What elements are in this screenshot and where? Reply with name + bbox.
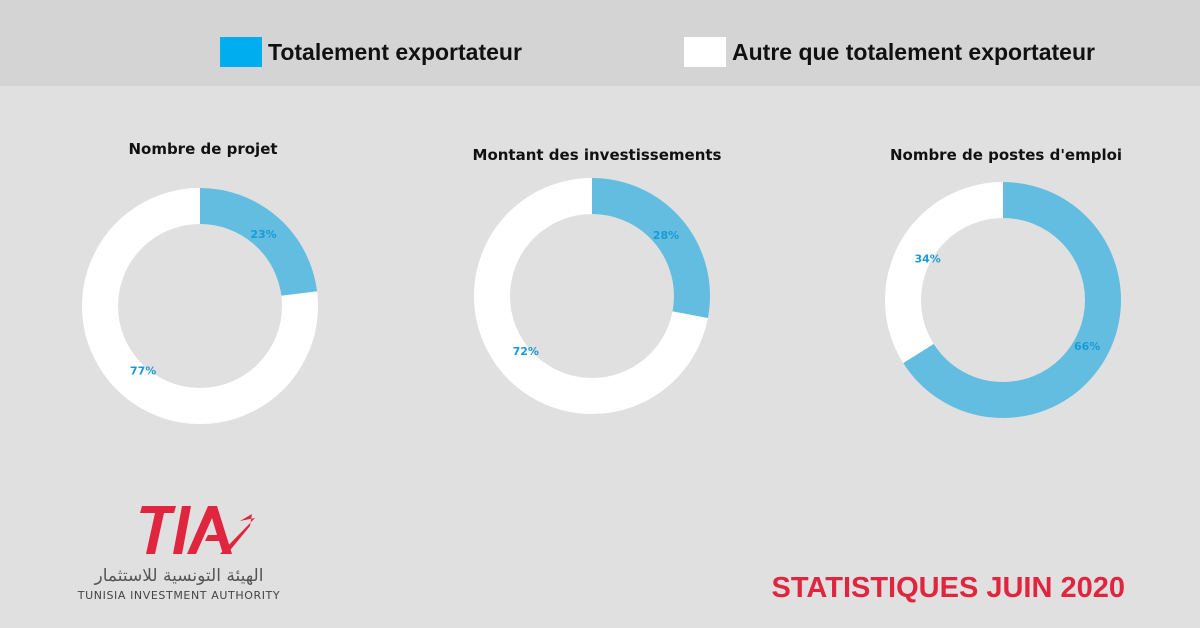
donut-segment-other xyxy=(82,188,318,424)
legend-item-export: Totalement exportateur xyxy=(220,37,522,67)
data-label-other: 72% xyxy=(513,345,539,358)
tia-logo-icon xyxy=(140,506,255,554)
chart-title-emploi: Nombre de postes d'emploi xyxy=(889,146,1123,164)
legend-label-export: Totalement exportateur xyxy=(268,38,522,65)
donut-chart-investissements: 28% 72% xyxy=(474,178,710,414)
data-label-export: 23% xyxy=(250,228,276,241)
legend-swatch-other xyxy=(684,37,726,67)
donut-chart-projets: 23% 77% xyxy=(82,188,318,424)
donut-chart-emploi: 66% 34% xyxy=(885,182,1121,418)
logo-english-text: TUNISIA INVESTMENT AUTHORITY xyxy=(77,589,281,602)
data-label-export: 28% xyxy=(653,229,679,242)
logo-arabic-text: الهيئة التونسية للاستثمار xyxy=(94,566,264,586)
data-label-other: 34% xyxy=(914,253,940,266)
chart-title-investissements: Montant des investissements xyxy=(472,146,722,164)
donut-segment-other xyxy=(885,182,1121,418)
legend-swatch-export xyxy=(220,37,262,67)
legend-label-other: Autre que totalement exportateur xyxy=(732,38,1095,65)
chart-title-projets: Nombre de projet xyxy=(128,140,278,158)
statistics-title: STATISTIQUES JUIN 2020 xyxy=(771,572,1125,604)
data-label-export: 66% xyxy=(1074,340,1100,353)
legend-item-other: Autre que totalement exportateur xyxy=(684,37,1095,67)
data-label-other: 77% xyxy=(130,365,156,378)
donut-segment-other xyxy=(474,178,710,414)
legend-bar: Totalement exportateur Autre que totalem… xyxy=(0,0,1200,86)
